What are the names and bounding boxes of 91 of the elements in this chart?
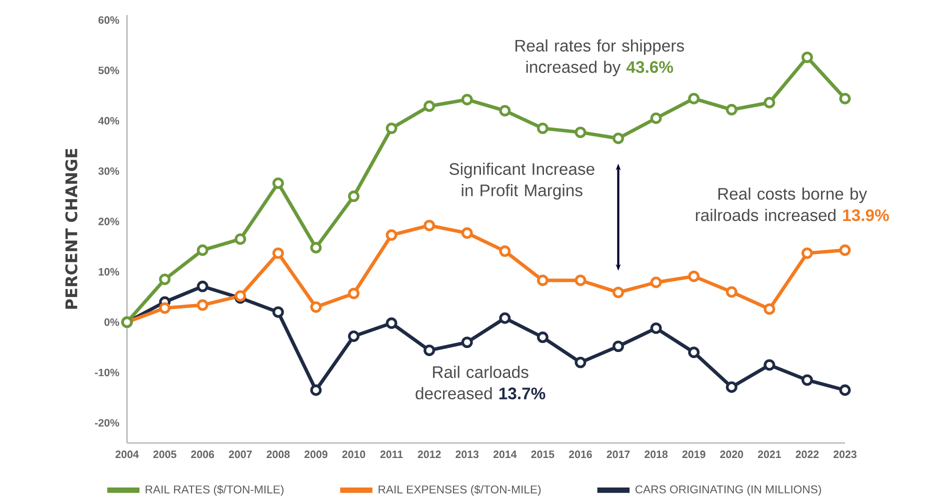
y-tick-label: 50%	[98, 66, 120, 74]
x-tick-label: 2018	[644, 450, 668, 458]
point	[612, 340, 624, 352]
point	[386, 229, 398, 241]
point	[536, 332, 548, 343]
x-tick-label: 2006	[191, 450, 214, 458]
point	[801, 52, 813, 64]
point	[499, 104, 511, 116]
legend-label: RAIL EXPENSES ($/TON-MILE)	[378, 484, 541, 496]
annotation: Rail carloads decreased 13.7%	[416, 366, 546, 400]
annotation: Real costs borne by railroads increased 13.9%	[696, 188, 889, 222]
y-tick-label: -10%	[94, 368, 120, 376]
point	[196, 299, 208, 311]
y-tick-label: 10%	[98, 268, 120, 276]
x-tick-label: 2010	[342, 450, 366, 458]
point	[574, 356, 586, 368]
point	[650, 112, 662, 124]
x-tick-label: 2004	[116, 450, 139, 458]
x-tick-label: 2014	[493, 450, 517, 458]
legend-label: RAIL RATES ($/TON-MILE)	[146, 484, 284, 496]
annotation: Significant Increase in Profit Margins	[449, 162, 594, 200]
point	[499, 245, 511, 257]
point	[159, 302, 171, 314]
point	[499, 312, 511, 324]
point	[272, 247, 284, 259]
point	[801, 247, 813, 259]
point	[386, 122, 398, 134]
y-tick-label: 60%	[98, 16, 120, 24]
point	[612, 286, 624, 298]
point	[196, 244, 208, 256]
point	[196, 280, 208, 292]
y-tick-label: 20%	[98, 218, 120, 226]
point	[348, 190, 360, 202]
annotation: Real rates for shippers increased by 43.6%	[516, 39, 684, 76]
point	[424, 220, 436, 232]
legend-label: CARS ORIGINATING (IN MILLIONS)	[635, 485, 821, 496]
point	[348, 288, 360, 300]
point	[650, 322, 662, 334]
point	[764, 359, 776, 371]
x-tick-label: 2022	[796, 450, 819, 458]
x-tick-label: 2005	[153, 450, 176, 458]
point	[839, 384, 851, 396]
point	[839, 92, 851, 104]
point	[386, 317, 398, 329]
point	[688, 346, 700, 358]
point	[536, 274, 548, 286]
point	[461, 227, 473, 239]
point	[726, 104, 738, 116]
x-tick-label: 2013	[456, 450, 479, 458]
point	[234, 233, 246, 245]
point	[764, 96, 776, 108]
x-tick-label: 2009	[304, 450, 328, 458]
x-tick-label: 2015	[531, 450, 554, 458]
point	[272, 306, 284, 318]
x-tick-label: 2008	[266, 450, 290, 458]
point	[574, 274, 586, 286]
x-tick-label: 2020	[720, 450, 744, 458]
point	[159, 274, 171, 286]
x-tick-label: 2021	[758, 450, 781, 458]
x-tick-label: 2023	[834, 450, 856, 458]
point	[461, 94, 473, 106]
x-tick-label: 2016	[568, 450, 592, 458]
point	[688, 92, 700, 104]
point	[348, 330, 360, 342]
x-tick-label: 2017	[606, 450, 630, 458]
x-tick-label: 2007	[228, 450, 252, 458]
y-tick-label: 40%	[98, 116, 120, 125]
point	[574, 126, 586, 138]
point	[650, 276, 662, 288]
x-tick-label: 2019	[682, 450, 706, 458]
point	[536, 122, 548, 134]
x-tick-label: 2012	[418, 450, 441, 458]
point	[310, 384, 322, 396]
point	[424, 344, 436, 356]
y-axis-title: PERCENT CHANGE	[65, 148, 78, 309]
point	[688, 270, 700, 282]
point	[839, 244, 851, 256]
y-tick-label: -20%	[94, 419, 120, 427]
point	[764, 303, 776, 315]
point	[726, 381, 738, 393]
point	[424, 100, 436, 112]
point	[461, 336, 473, 348]
point	[310, 242, 322, 254]
y-tick-label: 30%	[98, 167, 120, 175]
y-tick-label: 0%	[104, 318, 120, 326]
x-tick-label: 2011	[380, 450, 403, 458]
point	[310, 301, 322, 313]
point	[612, 132, 624, 144]
point	[726, 286, 738, 298]
point	[801, 374, 813, 386]
point	[272, 177, 284, 189]
